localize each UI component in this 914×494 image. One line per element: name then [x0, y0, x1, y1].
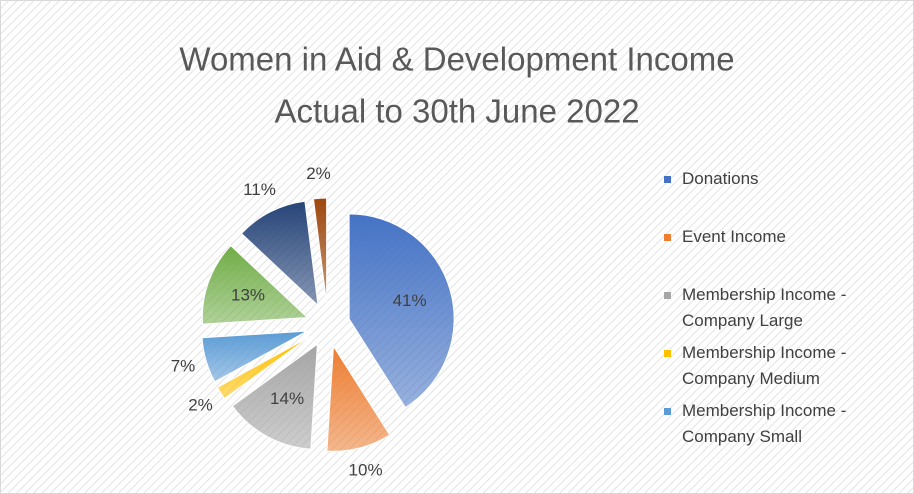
data-label: 10%: [349, 461, 383, 480]
data-label: 2%: [306, 164, 331, 183]
legend-item: Membership Income - Company Small: [664, 398, 904, 456]
legend-label: Event Income: [682, 227, 786, 246]
legend-swatch: [664, 234, 671, 241]
legend-item: Membership Income - Company Large: [664, 282, 904, 340]
legend-item: Membership Income - Company Medium: [664, 340, 904, 398]
data-label: 14%: [270, 389, 304, 408]
pie-slice: [216, 336, 310, 400]
legend: Donations Event Income Membership Income -…: [664, 166, 904, 456]
data-label: 11%: [243, 180, 276, 199]
pie-slice: [231, 343, 318, 450]
pie-slice: [201, 330, 308, 383]
chart-title: Women in Aid & Development Income: [179, 41, 734, 78]
pie-slice: [348, 213, 455, 409]
legend-swatch: [664, 408, 671, 415]
chart-title: Actual to 30th June 2022: [274, 93, 639, 130]
pie-slice: [240, 200, 319, 307]
legend-swatch: [664, 176, 671, 183]
pie-slice: [312, 197, 328, 304]
pie-slice: [326, 344, 391, 452]
legend-label: Membership Income - Company Large: [682, 285, 847, 330]
data-label: 41%: [393, 291, 427, 310]
legend-swatch: [664, 350, 671, 357]
legend-item: Donations: [664, 166, 904, 224]
legend-label: Membership Income - Company Small: [682, 401, 847, 446]
pie-slice: [201, 244, 309, 325]
data-label: 7%: [171, 357, 196, 376]
legend-label: Donations: [682, 169, 759, 188]
data-label: 2%: [188, 395, 213, 414]
legend-swatch: [664, 292, 671, 299]
legend-item: Event Income: [664, 224, 904, 282]
legend-label: Membership Income - Company Medium: [682, 343, 847, 388]
data-label: 13%: [231, 286, 265, 305]
